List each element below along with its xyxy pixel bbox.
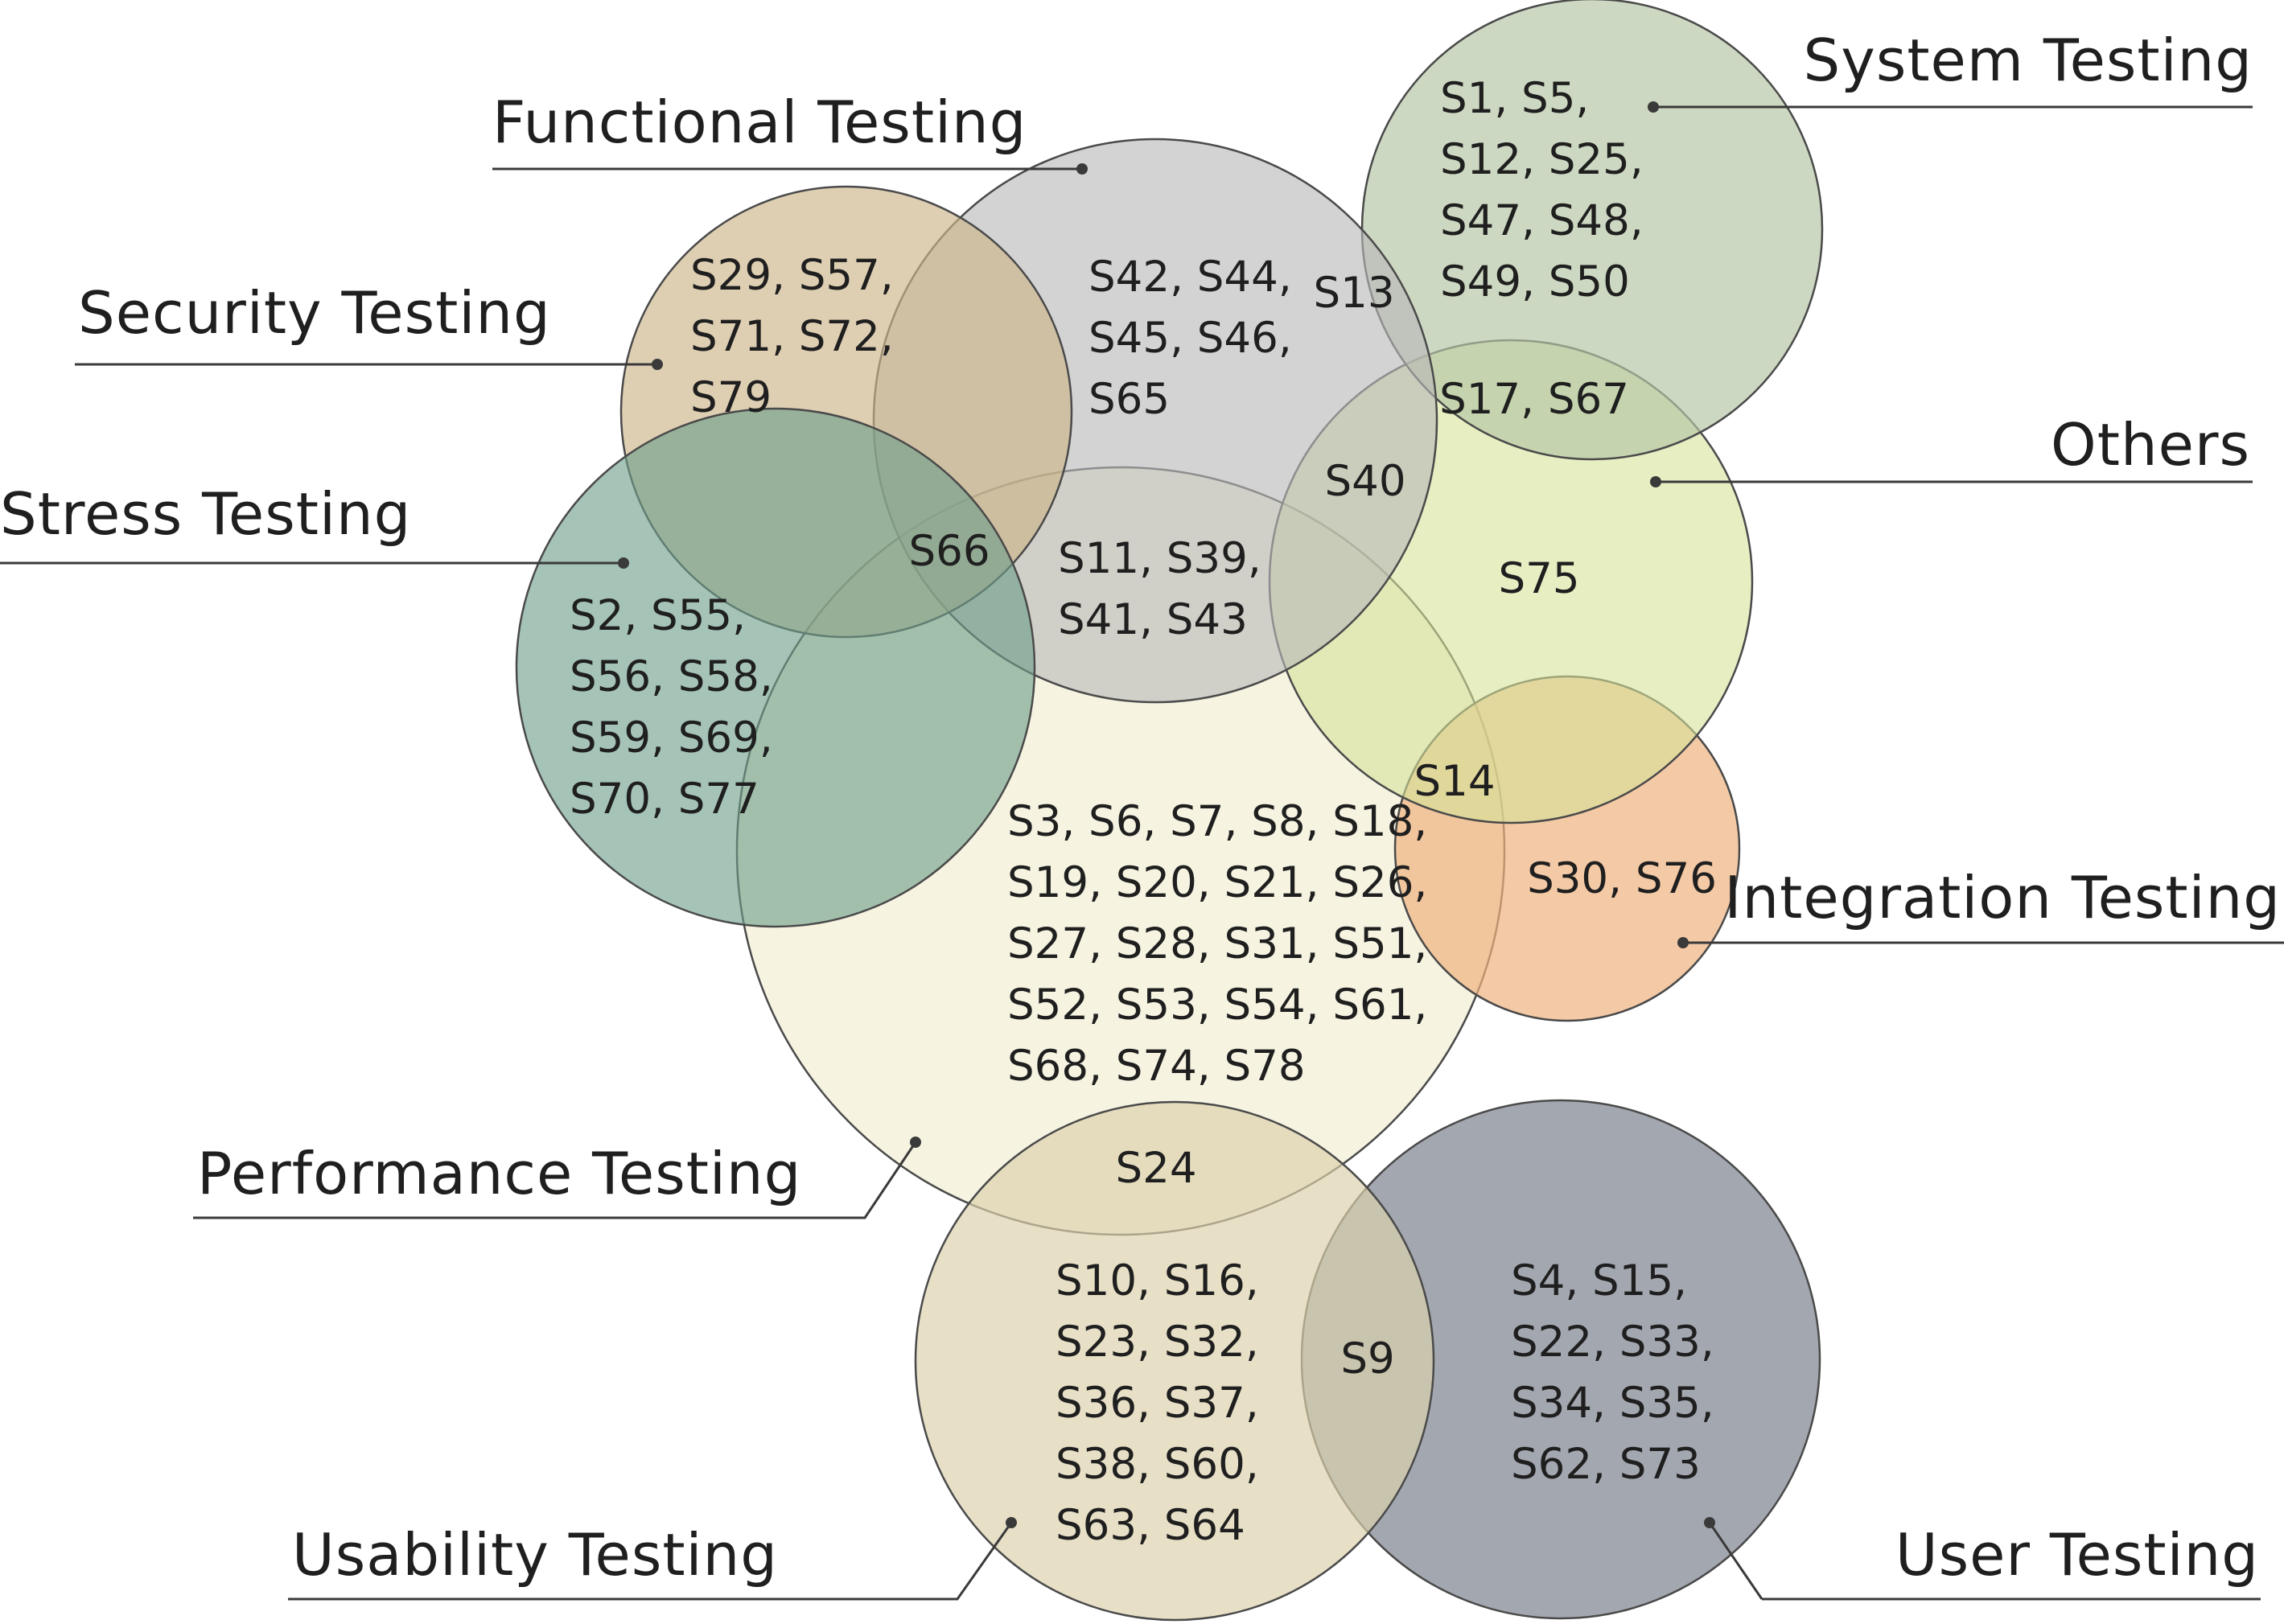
region-line: S79 [690, 373, 772, 422]
region-others-only: S75 [1498, 554, 1579, 603]
region-functional-performance: S11, S39, S41, S43 [1058, 534, 1261, 644]
region-line: S11, S39, [1058, 534, 1261, 583]
leader-others [1650, 476, 2253, 487]
leader-lines [0, 101, 2284, 1601]
region-line: S4, S15, [1511, 1256, 1687, 1305]
circles-layer [515, 0, 1824, 1622]
leader-user [1704, 1517, 2261, 1601]
region-line: S65 [1089, 375, 1170, 424]
label-user-testing: User Testing [1895, 1521, 2259, 1589]
region-stress-only: S2, S55, S56, S58, S59, S69, S70, S77 [570, 591, 773, 824]
leader-usability [288, 1517, 1017, 1601]
label-stress-testing: Stress Testing [0, 480, 411, 548]
region-line: S59, S69, [570, 713, 773, 763]
region-line: S27, S28, S31, S51, [1007, 919, 1427, 968]
region-line: S62, S73 [1511, 1440, 1701, 1489]
label-performance-testing: Performance Testing [197, 1140, 801, 1207]
region-integration-only: S30, S76 [1527, 854, 1717, 903]
category-labels: System Testing Functional Testing Securi… [0, 27, 2281, 1589]
label-others: Others [2051, 411, 2250, 479]
region-line: S19, S20, S21, S26, [1007, 858, 1427, 907]
leader-system [1648, 101, 2253, 113]
region-line: S41, S43 [1058, 595, 1248, 644]
region-line: S2, S55, [570, 591, 746, 640]
region-line: S13 [1313, 269, 1394, 318]
region-functional-only: S42, S44, S45, S46, S65 [1089, 253, 1292, 424]
region-usability-only: S10, S16, S23, S32, S36, S37, S38, S60, S63,… [1056, 1256, 1259, 1550]
region-line: S45, S46, [1089, 314, 1292, 363]
label-functional-testing: Functional Testing [492, 88, 1027, 156]
region-user-only: S4, S15, S22, S33, S34, S35, S62, S73 [1511, 1256, 1714, 1489]
circle-stress [515, 407, 1036, 928]
region-line: S23, S32, [1056, 1318, 1259, 1367]
region-line: S34, S35, [1511, 1379, 1714, 1428]
region-line: S38, S60, [1056, 1440, 1259, 1489]
region-performance-usability: S24 [1115, 1144, 1196, 1193]
region-line: S14 [1414, 757, 1495, 806]
region-line: S1, S5, [1440, 74, 1589, 123]
region-line: S47, S48, [1440, 196, 1644, 245]
label-security-testing: Security Testing [78, 279, 551, 347]
region-line: S12, S25, [1440, 135, 1644, 184]
leader-security [75, 359, 663, 370]
region-line: S71, S72, [690, 312, 894, 361]
region-line: S75 [1498, 554, 1579, 603]
region-line: S24 [1115, 1144, 1196, 1193]
label-system-testing: System Testing [1804, 27, 2253, 94]
region-functional-system: S13 [1313, 269, 1394, 318]
leader-performance [193, 1137, 921, 1219]
leader-stress [0, 557, 629, 569]
region-line: S10, S16, [1056, 1256, 1259, 1305]
region-line: S30, S76 [1527, 854, 1717, 903]
region-line: S17, S67 [1439, 375, 1629, 424]
label-usability-testing: Usability Testing [292, 1521, 778, 1589]
region-line: S52, S53, S54, S61, [1007, 981, 1427, 1030]
region-functional-others: S40 [1324, 457, 1405, 506]
region-system-others: S17, S67 [1439, 375, 1629, 424]
region-performance-only: S3, S6, S7, S8, S18, S19, S20, S21, S26, S… [1007, 797, 1427, 1091]
region-line: S9 [1340, 1334, 1394, 1383]
region-line: S56, S58, [570, 652, 773, 701]
region-performance-others-integration: S14 [1414, 757, 1495, 806]
leader-integration [1677, 937, 2284, 948]
region-line: S40 [1324, 457, 1405, 506]
circle-usability [914, 1100, 1435, 1622]
region-line: S42, S44, [1089, 253, 1292, 302]
region-line: S66 [908, 527, 990, 576]
region-line: S68, S74, S78 [1007, 1042, 1306, 1091]
region-line: S36, S37, [1056, 1379, 1259, 1428]
region-line: S49, S50 [1440, 257, 1630, 306]
region-line: S22, S33, [1511, 1318, 1714, 1367]
region-line: S3, S6, S7, S8, S18, [1007, 797, 1427, 846]
leader-functional [492, 163, 1088, 175]
label-integration-testing: Integration Testing [1724, 864, 2281, 931]
region-line: S29, S57, [690, 251, 894, 300]
region-line: S63, S64 [1056, 1501, 1245, 1550]
region-line: S70, S77 [570, 775, 759, 824]
region-usability-user: S9 [1340, 1334, 1394, 1383]
region-security-only: S29, S57, S71, S72, S79 [690, 251, 894, 422]
region-functional-security-stress-performance: S66 [908, 527, 990, 576]
region-system-only: S1, S5, S12, S25, S47, S48, S49, S50 [1440, 74, 1644, 306]
region-texts: S1, S5, S12, S25, S47, S48, S49, S50 S13 S17,… [570, 74, 1717, 1550]
